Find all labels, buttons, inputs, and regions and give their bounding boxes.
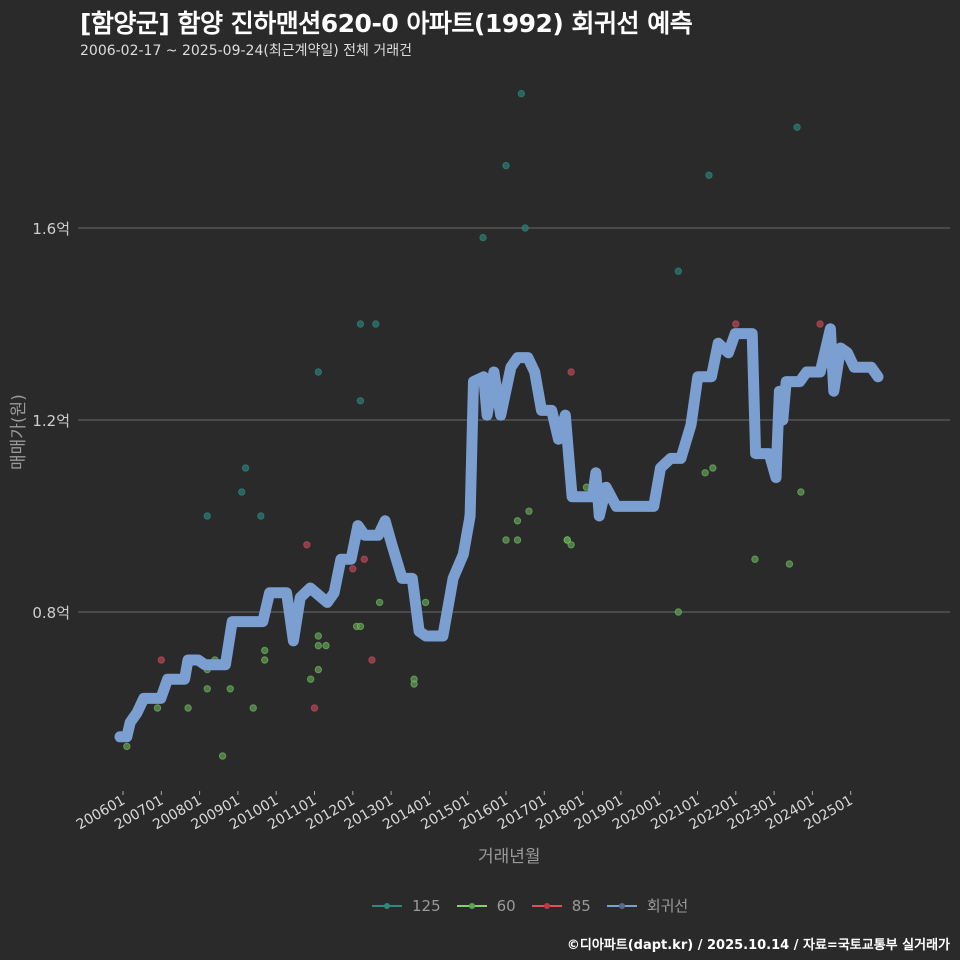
y-tick-label: 1.6억 bbox=[32, 220, 70, 238]
y-tick-label: 1.2억 bbox=[32, 412, 70, 430]
data-point-60 bbox=[184, 704, 192, 712]
data-point-125 bbox=[479, 233, 487, 242]
data-point-125 bbox=[241, 464, 250, 472]
legend-item-85[interactable]: 85 bbox=[531, 897, 591, 915]
data-point-125 bbox=[793, 123, 801, 131]
source-credit: ©디아파트(dapt.kr) / 2025.10.14 / 자료=국토교통부 실… bbox=[566, 938, 950, 953]
data-point-125 bbox=[517, 89, 526, 98]
chart-title: [함양군] 함양 진하맨션620-0 아파트(1992) 회귀선 예측 bbox=[80, 9, 693, 38]
regression-line-path bbox=[114, 323, 884, 743]
data-point-60 bbox=[218, 752, 227, 760]
data-point-60 bbox=[314, 641, 323, 650]
data-point-125 bbox=[502, 161, 510, 170]
data-point-60 bbox=[226, 685, 234, 693]
data-point-60 bbox=[356, 622, 365, 631]
data-point-85 bbox=[567, 368, 575, 376]
data-point-60 bbox=[751, 555, 759, 563]
regression-line bbox=[114, 323, 884, 743]
data-point-60 bbox=[525, 507, 533, 515]
data-point-125 bbox=[674, 267, 683, 275]
data-point-60 bbox=[322, 641, 330, 650]
data-point-85 bbox=[368, 656, 376, 664]
data-point-125 bbox=[705, 171, 713, 179]
legend-item-regression[interactable]: 회귀선 bbox=[606, 895, 688, 916]
data-point-60 bbox=[123, 742, 131, 751]
x-axis-ticks: 2006012007012008012009012010012011012012… bbox=[74, 791, 856, 833]
data-point-60 bbox=[502, 536, 510, 544]
data-point-60 bbox=[674, 608, 683, 616]
legend-swatch-icon bbox=[531, 902, 562, 909]
data-point-85 bbox=[360, 555, 368, 563]
data-point-60 bbox=[203, 685, 211, 693]
legend-swatch-icon bbox=[456, 902, 487, 909]
data-point-60 bbox=[785, 560, 794, 568]
data-point-60 bbox=[563, 536, 571, 544]
legend-item-60[interactable]: 60 bbox=[456, 897, 516, 915]
data-point-60 bbox=[314, 632, 323, 640]
data-point-85 bbox=[303, 541, 311, 549]
data-point-125 bbox=[372, 320, 380, 328]
data-point-125 bbox=[257, 512, 265, 520]
legend-swatch-icon bbox=[372, 902, 402, 909]
data-point-60 bbox=[513, 536, 522, 544]
data-point-85 bbox=[349, 565, 357, 573]
data-point-85 bbox=[310, 704, 319, 712]
data-point-60 bbox=[306, 675, 315, 683]
data-point-60 bbox=[410, 680, 418, 688]
data-point-60 bbox=[261, 646, 269, 655]
data-point-85 bbox=[157, 656, 166, 664]
data-point-85 bbox=[816, 320, 824, 328]
data-point-125 bbox=[314, 368, 323, 376]
legend-item-125[interactable]: 125 bbox=[372, 897, 441, 915]
data-point-60 bbox=[421, 598, 430, 607]
data-point-60 bbox=[261, 656, 269, 664]
data-point-125 bbox=[521, 224, 529, 232]
data-point-125 bbox=[356, 397, 365, 405]
data-point-60 bbox=[709, 464, 717, 472]
data-point-60 bbox=[513, 517, 522, 525]
data-point-60 bbox=[153, 704, 162, 712]
data-point-60 bbox=[249, 704, 257, 712]
data-point-85 bbox=[732, 320, 740, 328]
y-tick-label: 0.8억 bbox=[32, 604, 70, 622]
x-axis-title: 거래년월 bbox=[478, 847, 541, 867]
data-point-125 bbox=[238, 488, 246, 496]
data-point-60 bbox=[797, 488, 805, 496]
data-point-125 bbox=[203, 512, 211, 520]
legend: 125 60 85 회귀선 bbox=[372, 895, 704, 916]
data-point-60 bbox=[567, 541, 575, 549]
data-point-60 bbox=[314, 665, 323, 674]
gridlines bbox=[78, 227, 950, 613]
data-point-60 bbox=[701, 469, 709, 477]
chart-subtitle: 2006-02-17 ~ 2025-09-24(최근계약일) 전체 거래건 bbox=[80, 43, 412, 59]
legend-swatch-icon bbox=[606, 902, 637, 909]
data-point-60 bbox=[375, 598, 384, 607]
data-point-125 bbox=[356, 320, 365, 328]
